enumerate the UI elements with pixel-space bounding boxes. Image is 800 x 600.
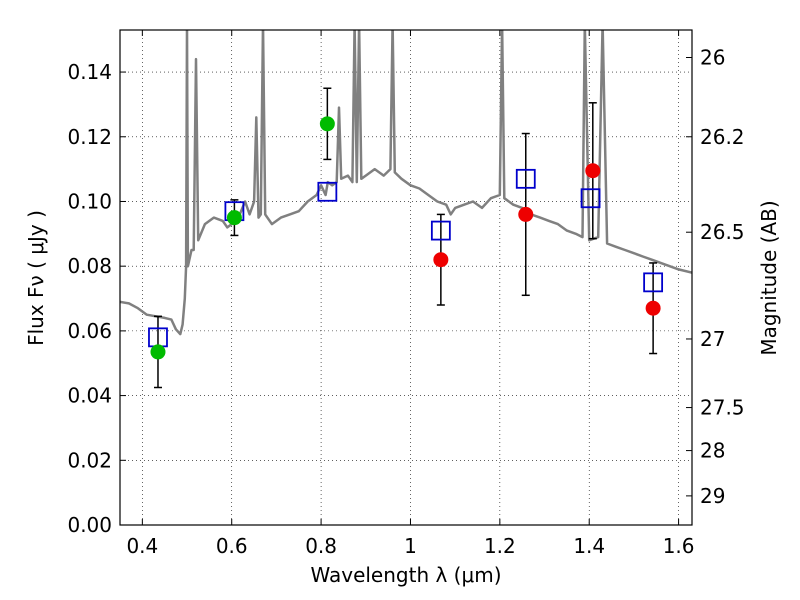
y-axis-title: Flux Fν ( μJy )	[24, 210, 48, 346]
y-tick-label: 0.12	[67, 125, 112, 149]
y-tick-label: 0.14	[67, 60, 112, 84]
x-tick-label: 1.2	[484, 534, 516, 558]
x-axis-title: Wavelength λ (μm)	[310, 563, 501, 587]
y2-tick-label: 26.5	[700, 220, 745, 244]
y-tick-label: 0.02	[67, 448, 112, 472]
x-tick-label: 0.6	[216, 534, 248, 558]
x-tick-label: 1	[404, 534, 417, 558]
x-tick-label: 0.8	[305, 534, 337, 558]
x-tick-label: 1.6	[663, 534, 695, 558]
y-tick-label: 0.06	[67, 319, 112, 343]
y2-tick-label: 29	[700, 484, 725, 508]
tick-labels: 0.4 0.6 0.8 1 1.2 1.4 1.6 0.00 0.02 0.04 0.06 0.08 0…	[67, 46, 744, 559]
model-spectrum-line	[120, 24, 692, 335]
observed-flux-point	[433, 252, 448, 267]
data-layer	[120, 24, 692, 388]
observed-flux-point	[518, 207, 533, 222]
chart-figure: 0.4 0.6 0.8 1 1.2 1.4 1.6 0.00 0.02 0.04 0.06 0.08 0…	[0, 0, 800, 600]
y-tick-label: 0.08	[67, 254, 112, 278]
observed-flux-point	[585, 163, 600, 178]
y-tick-label: 0.00	[67, 513, 112, 537]
observed-flux-point	[227, 210, 242, 225]
y-tick-label: 0.10	[67, 189, 112, 213]
y-tick-label: 0.04	[67, 384, 112, 408]
y2-tick-label: 26.2	[700, 125, 745, 149]
grid-lines	[120, 30, 692, 525]
plot-frame	[120, 30, 692, 525]
tick-marks	[120, 30, 692, 525]
observed-flux-point	[320, 116, 335, 131]
y2-axis-title: Magnitude (AB)	[757, 200, 781, 355]
x-tick-label: 1.4	[573, 534, 605, 558]
y2-tick-label: 26	[700, 46, 725, 70]
y2-tick-label: 28	[700, 439, 725, 463]
x-tick-label: 0.4	[126, 534, 158, 558]
y2-tick-label: 27.5	[700, 396, 745, 420]
y2-tick-label: 27	[700, 327, 725, 351]
observed-flux-point	[150, 344, 165, 359]
model-flux-square	[582, 189, 600, 207]
observed-flux-point	[646, 301, 661, 316]
